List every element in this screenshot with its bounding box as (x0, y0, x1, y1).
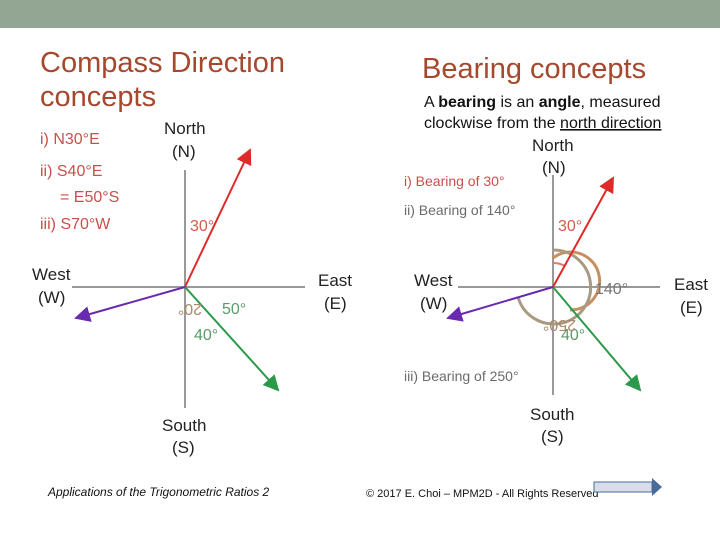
top-bar (0, 0, 720, 28)
north-label: (N) (172, 142, 196, 161)
button-arrow[interactable] (652, 478, 662, 496)
west-label: (W) (420, 294, 447, 313)
east-label: East (674, 275, 708, 294)
example: i) Bearing of 30° (404, 173, 505, 189)
direction-line (446, 286, 554, 322)
angle-label: 250° (543, 316, 576, 333)
south-label: (S) (172, 438, 195, 457)
angle-arc (552, 261, 566, 267)
south-label: (S) (541, 427, 564, 446)
south-label: South (162, 416, 206, 435)
direction-line (74, 286, 186, 322)
example: ii) S40°E (40, 163, 102, 180)
def-part: clockwise from the (424, 115, 560, 132)
east-label: (E) (324, 294, 347, 313)
angle-label: 30° (558, 218, 582, 235)
def-part: bearing (438, 94, 496, 111)
definition: clockwise from the north direction (424, 115, 661, 132)
def-part: A (424, 94, 438, 111)
def-part: angle (539, 94, 581, 111)
footer-text: Applications of the Trigonometric Ratios… (47, 485, 270, 499)
direction-line (552, 286, 642, 392)
north-label: North (164, 119, 206, 138)
angle-arc (552, 250, 602, 312)
angle-label: 140° (595, 281, 628, 298)
example: iii) S70°W (40, 216, 111, 233)
right-compass (446, 175, 660, 395)
direction-line (552, 176, 614, 288)
left-title: Compass Direction (40, 47, 285, 79)
north-label: (N) (542, 158, 566, 177)
example: = E50°S (60, 189, 119, 206)
west-label: West (32, 265, 71, 284)
angle-arc (516, 248, 593, 326)
direction-line (184, 286, 280, 392)
west-label: (W) (38, 288, 65, 307)
def-part: north direction (560, 115, 661, 132)
definition: A bearing is an angle, measured (424, 94, 661, 111)
south-label: South (530, 405, 574, 424)
example: iii) Bearing of 250° (404, 368, 519, 384)
example: i) N30°E (40, 131, 100, 148)
direction-line (184, 148, 252, 288)
angle-label: 40° (194, 327, 218, 344)
west-label: West (414, 271, 453, 290)
def-part: , measured (581, 94, 661, 111)
right-title: Bearing concepts (422, 53, 646, 85)
def-part: is an (496, 94, 539, 111)
button-body[interactable] (593, 481, 653, 493)
left-compass (72, 148, 305, 408)
angle-label: 30° (190, 218, 214, 235)
left-title: concepts (40, 81, 156, 113)
angle-label: 50° (222, 301, 246, 318)
east-label: (E) (680, 298, 703, 317)
example: ii) Bearing of 140° (404, 202, 515, 218)
footer-text: © 2017 E. Choi – MPM2D - All Rights Rese… (366, 488, 598, 500)
east-label: East (318, 271, 352, 290)
angle-label: 20° (178, 300, 202, 317)
north-label: North (532, 136, 574, 155)
angle-label: 40° (561, 327, 585, 344)
next-button[interactable] (593, 478, 662, 496)
